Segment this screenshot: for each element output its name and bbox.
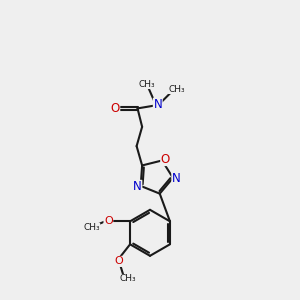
Text: N: N — [172, 172, 181, 185]
Text: CH₃: CH₃ — [139, 80, 155, 88]
Text: CH₃: CH₃ — [168, 85, 185, 94]
Text: N: N — [153, 98, 162, 111]
Text: O: O — [104, 216, 113, 226]
Text: N: N — [133, 180, 142, 194]
Text: CH₃: CH₃ — [83, 223, 100, 232]
Text: O: O — [161, 152, 170, 166]
Text: O: O — [115, 256, 123, 266]
Text: O: O — [110, 102, 120, 115]
Text: CH₃: CH₃ — [120, 274, 136, 284]
